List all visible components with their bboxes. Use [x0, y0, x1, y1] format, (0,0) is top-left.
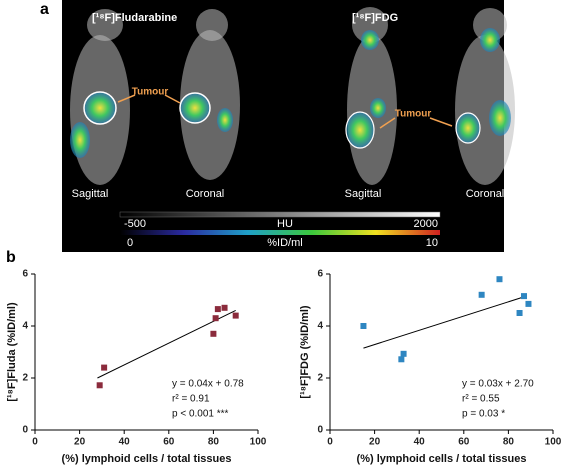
annotation: r² = 0.91: [172, 394, 210, 405]
fit-line: [97, 309, 236, 379]
panel-label: a: [40, 1, 49, 18]
view-label: Coronal: [466, 188, 505, 200]
y-tick-label: 4: [317, 321, 323, 332]
y-tick-label: 0: [317, 425, 323, 436]
x-tick-label: 20: [369, 437, 381, 448]
y-tick-label: 2: [317, 373, 323, 384]
x-tick-label: 20: [74, 437, 86, 448]
point: [521, 293, 528, 300]
tracer-label: [¹⁸F]FDG: [352, 12, 398, 24]
x-axis-label: (%) lymphoid cells / total tissues: [357, 453, 527, 465]
point: [96, 382, 103, 389]
point: [496, 276, 503, 283]
x-tick-label: 40: [119, 437, 131, 448]
image-panel: [62, 0, 504, 252]
view-label: Sagittal: [345, 188, 382, 200]
x-axis-label: (%) lymphoid cells / total tissues: [62, 453, 232, 465]
colorbar: [119, 211, 441, 218]
x-tick-label: 80: [208, 437, 220, 448]
colorbar-title: %ID/ml: [267, 237, 302, 249]
point: [360, 323, 367, 329]
y-tick-label: 6: [22, 269, 28, 280]
point: [400, 350, 407, 357]
colorbar-min: 0: [127, 237, 133, 249]
point: [232, 312, 239, 319]
x-tick-label: 40: [414, 437, 426, 448]
x-tick-label: 0: [327, 437, 333, 448]
point: [478, 291, 485, 298]
x-tick-label: 100: [545, 437, 562, 448]
x-tick-label: 100: [250, 437, 267, 448]
x-tick-label: 60: [458, 437, 470, 448]
annotation: Tumour: [132, 87, 169, 98]
uptake-blobs: [70, 28, 511, 158]
y-tick-label: 2: [22, 373, 28, 384]
point: [210, 330, 217, 337]
x-tick-label: 60: [163, 437, 175, 448]
point: [398, 356, 405, 363]
colorbar-min: -500: [124, 218, 146, 230]
y-tick-label: 6: [317, 269, 323, 280]
tracer-label: [¹⁸F]Fludarabine: [92, 12, 177, 24]
annotation: Tumour: [395, 109, 432, 120]
y-axis-label: [¹⁸F]Fluda (%ID/ml): [6, 302, 18, 402]
colorbar: [120, 230, 440, 235]
view-label: Sagittal: [72, 188, 109, 200]
y-axis-label: [¹⁸F]FDG (%ID/ml): [299, 305, 311, 399]
point: [221, 304, 228, 311]
panel-label: b: [6, 249, 16, 266]
annotation: y = 0.04x + 0.78: [172, 379, 244, 390]
point: [214, 306, 221, 313]
annotation: p = 0.03 *: [462, 409, 505, 420]
view-label: Coronal: [186, 188, 225, 200]
tumour-arrows: [117, 94, 453, 129]
annotation: y = 0.03x + 2.70: [462, 379, 534, 390]
x-tick-label: 0: [32, 437, 38, 448]
fit-line: [363, 295, 527, 349]
colorbar-title: HU: [277, 218, 293, 230]
colorbar-max: 2000: [414, 218, 438, 230]
point: [516, 310, 523, 316]
y-tick-label: 4: [22, 321, 28, 332]
point: [525, 300, 532, 307]
annotation: r² = 0.55: [462, 394, 500, 405]
point: [212, 315, 219, 322]
y-tick-label: 0: [22, 425, 28, 436]
x-tick-label: 80: [503, 437, 515, 448]
point: [101, 364, 108, 371]
colorbar-max: 10: [426, 237, 438, 249]
annotation: p < 0.001 ***: [172, 409, 229, 420]
